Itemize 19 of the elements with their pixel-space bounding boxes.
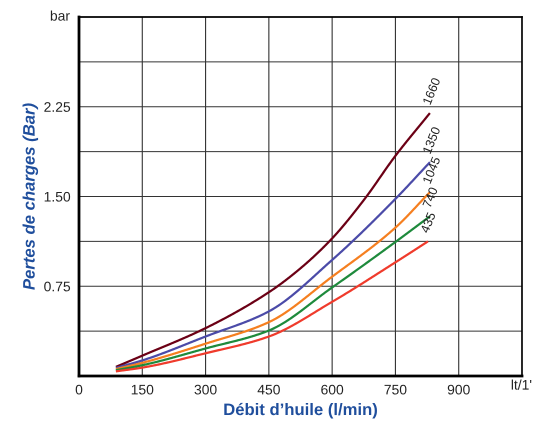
text: 1045 bbox=[422, 156, 440, 184]
x-tick-label: 750 bbox=[384, 384, 406, 395]
x-axis-title: Débit d’huile (l/min) bbox=[224, 402, 377, 419]
x-tick-label: 300 bbox=[194, 384, 217, 395]
text: 740 bbox=[422, 186, 438, 208]
text: 1350 bbox=[422, 126, 440, 154]
text: lt/1' bbox=[512, 380, 532, 390]
y-tick-label: 2.25 bbox=[44, 102, 70, 112]
x-tick-label: 600 bbox=[321, 384, 344, 395]
text: 435 bbox=[420, 212, 436, 234]
y-tick-label: 0.75 bbox=[44, 282, 70, 292]
y-tick-label: 1.50 bbox=[44, 192, 70, 202]
y-axis-title: Pertes de charges (Bar) bbox=[22, 103, 38, 290]
x-tick-label: 900 bbox=[448, 384, 470, 395]
text: bar bbox=[50, 10, 70, 21]
x-tick-label: 0 bbox=[76, 384, 82, 395]
x-tick-label: 450 bbox=[258, 384, 280, 395]
x-tick-label: 150 bbox=[132, 384, 154, 395]
text: 1660 bbox=[422, 77, 440, 105]
